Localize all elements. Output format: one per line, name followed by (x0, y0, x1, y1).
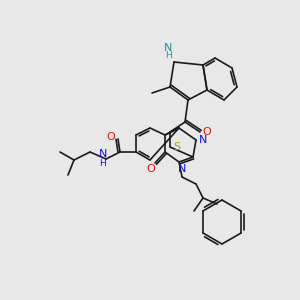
Text: H: H (165, 50, 171, 59)
Text: O: O (147, 164, 155, 174)
Text: N: N (199, 135, 207, 145)
Text: N: N (178, 164, 186, 174)
Text: O: O (202, 127, 211, 137)
Text: N: N (99, 149, 107, 159)
Text: O: O (106, 132, 116, 142)
Text: S: S (173, 142, 181, 152)
Text: H: H (100, 158, 106, 167)
Text: N: N (164, 43, 172, 53)
